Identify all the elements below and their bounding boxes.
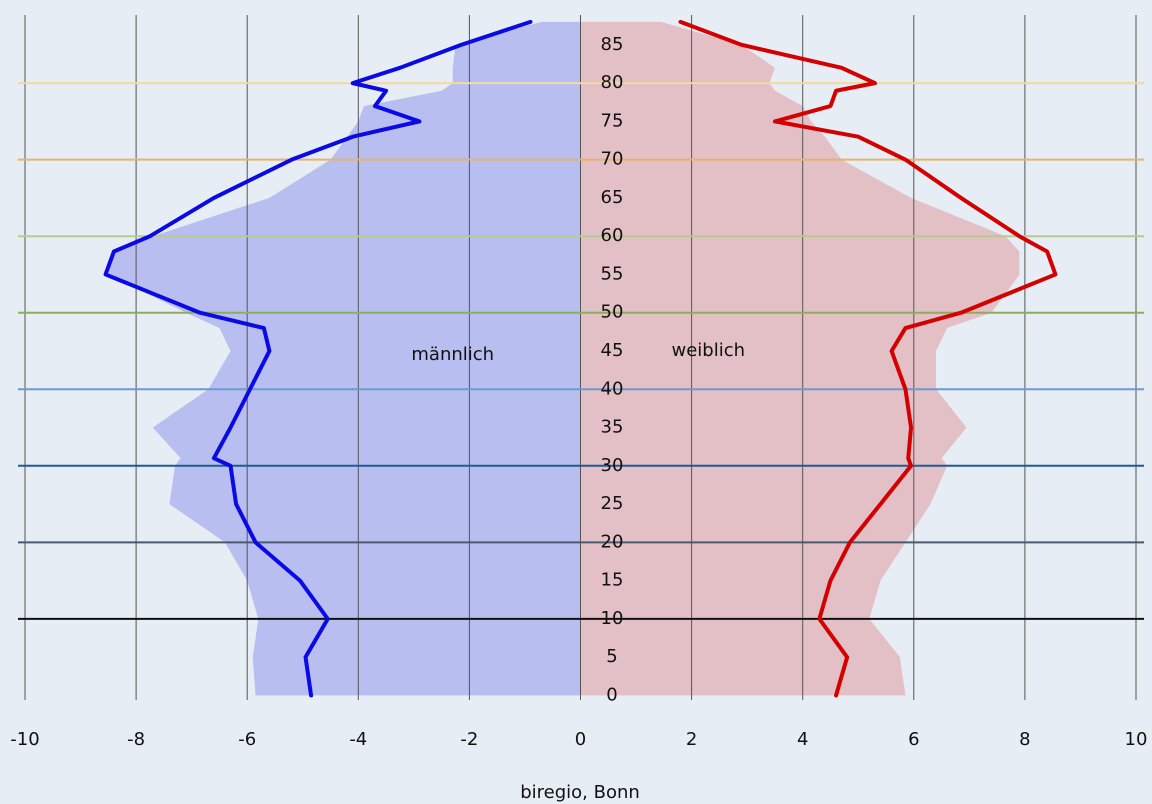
x-tick-label: 10 bbox=[1125, 729, 1148, 750]
x-tick-label: 6 bbox=[908, 729, 919, 750]
y-tick-label: 30 bbox=[601, 455, 624, 476]
y-tick-label: 60 bbox=[601, 225, 624, 246]
x-tick-label: 0 bbox=[575, 729, 586, 750]
x-tick-label: -2 bbox=[460, 729, 478, 750]
y-tick-label: 15 bbox=[601, 570, 624, 591]
footer: biregio, Bonn bbox=[520, 782, 640, 803]
annotation: männlich bbox=[411, 344, 494, 365]
x-tick-label: 2 bbox=[686, 729, 697, 750]
x-tick-label: 8 bbox=[1019, 729, 1030, 750]
x-tick-label: -4 bbox=[349, 729, 367, 750]
y-tick-label: 40 bbox=[601, 378, 624, 399]
population-area bbox=[580, 21, 1020, 696]
x-tick-label: -8 bbox=[127, 729, 145, 750]
x-tick-label: -6 bbox=[238, 729, 256, 750]
population-area bbox=[108, 21, 581, 696]
y-tick-label: 45 bbox=[601, 340, 624, 361]
y-tick-label: 5 bbox=[606, 646, 617, 667]
y-tick-label: 0 bbox=[606, 684, 617, 705]
y-tick-label: 55 bbox=[601, 263, 624, 284]
y-tick-label: 25 bbox=[601, 493, 624, 514]
x-tick-label: 4 bbox=[797, 729, 808, 750]
y-tick-label: 75 bbox=[601, 110, 624, 131]
x-tick-label: -10 bbox=[10, 729, 39, 750]
y-tick-label: 80 bbox=[601, 72, 624, 93]
y-tick-label: 35 bbox=[601, 417, 624, 438]
annotation: weiblich bbox=[671, 340, 745, 361]
y-tick-label: 20 bbox=[601, 531, 624, 552]
y-tick-label: 70 bbox=[601, 149, 624, 170]
y-tick-label: 65 bbox=[601, 187, 624, 208]
y-tick-label: 50 bbox=[601, 302, 624, 323]
population-line bbox=[678, 19, 1058, 698]
population-line bbox=[103, 19, 533, 698]
y-tick-label: 85 bbox=[601, 34, 624, 55]
y-tick-label: 10 bbox=[601, 608, 624, 629]
